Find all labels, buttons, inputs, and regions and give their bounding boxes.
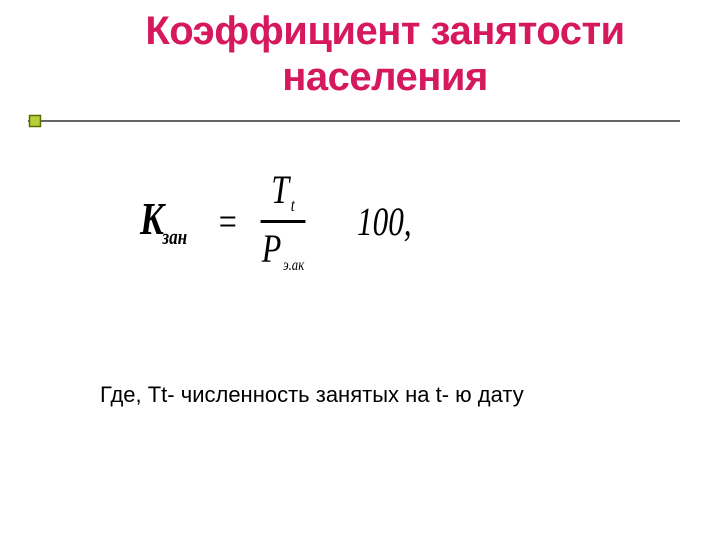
slide: Коэффициент занятости населения Kзан = T…: [0, 0, 720, 540]
numerator: Tt: [272, 170, 295, 214]
formula-lhs: Kзан: [140, 196, 187, 248]
constant-100: 100,: [357, 198, 412, 245]
numerator-symbol: T: [272, 167, 290, 212]
fraction-bar: [261, 220, 306, 223]
formula: Kзан = Tt Pэ.ак 100,: [140, 170, 427, 274]
denominator-symbol: P: [262, 226, 282, 271]
fraction: Tt Pэ.ак: [261, 170, 306, 274]
caption-text: Где, Тt- численность занятых на t- ю дат…: [100, 382, 660, 408]
slide-title: Коэффициент занятости населения: [90, 8, 680, 100]
bullet-rect: [30, 116, 41, 127]
title-block: Коэффициент занятости населения: [90, 8, 680, 100]
numerator-subscript: t: [291, 195, 295, 215]
underline-line: [28, 120, 680, 122]
title-underline: [28, 112, 680, 130]
denominator: Pэ.ак: [262, 229, 304, 274]
bullet-square-icon: [28, 114, 42, 128]
lhs-subscript: зан: [162, 224, 187, 249]
denominator-subscript: э.ак: [283, 257, 304, 274]
lhs-symbol: K: [140, 193, 164, 244]
equals-sign: =: [217, 198, 239, 245]
